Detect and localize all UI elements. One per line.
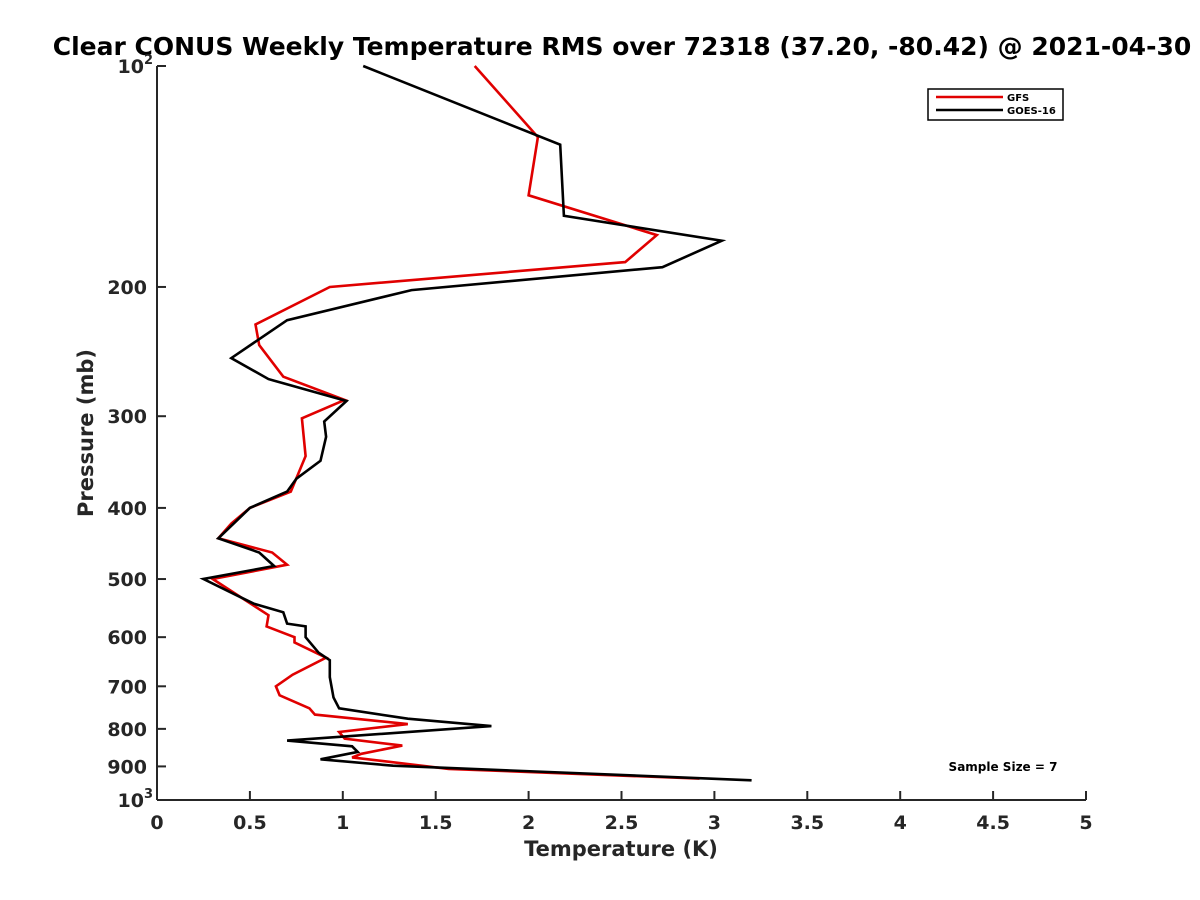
legend-label-goes-16: GOES-16 — [1007, 106, 1056, 117]
y-tick-label: 102 — [118, 53, 154, 78]
y-tick-label: 600 — [107, 627, 147, 649]
x-tick-label: 1 — [336, 812, 349, 834]
x-axis-label: Temperature (K) — [524, 837, 718, 861]
legend-label-gfs: GFS — [1007, 93, 1029, 104]
y-tick-label: 900 — [107, 756, 147, 778]
x-axis-ticks: 0 0.5 1 1.5 2 2.5 3 3.5 4 4.5 5 — [150, 791, 1093, 834]
y-tick-label: 300 — [107, 406, 147, 428]
x-tick-label: 4.5 — [976, 812, 1010, 834]
y-tick-label: 400 — [107, 498, 147, 520]
x-tick-label: 0 — [150, 812, 163, 834]
x-tick-label: 4 — [894, 812, 907, 834]
x-tick-label: 1.5 — [419, 812, 453, 834]
x-tick-label: 5 — [1079, 812, 1092, 834]
sample-size-annotation: Sample Size = 7 — [949, 760, 1058, 774]
y-tick-label: 200 — [107, 277, 147, 299]
y-tick-label: 500 — [107, 569, 147, 591]
x-tick-label: 0.5 — [233, 812, 267, 834]
y-tick-label: 700 — [107, 676, 147, 698]
x-tick-label: 3.5 — [790, 812, 824, 834]
x-tick-label: 3 — [708, 812, 721, 834]
legend-box — [927, 88, 1064, 121]
y-axis-label: Pressure (mb) — [74, 349, 98, 517]
chart-title: Clear CONUS Weekly Temperature RMS over … — [53, 32, 1192, 61]
y-tick-label: 800 — [107, 719, 147, 741]
x-tick-label: 2 — [522, 812, 535, 834]
legend: GFS GOES-16 — [927, 88, 1064, 121]
series-line-gfs — [209, 65, 700, 780]
plot-area: 0 0.5 1 1.5 2 2.5 3 3.5 4 4.5 5 102 200 300 400 500 600… — [107, 53, 1092, 834]
series-lines — [199, 64, 752, 782]
y-tick-label: 103 — [118, 787, 154, 812]
x-tick-label: 2.5 — [605, 812, 639, 834]
series-line-goes-16 — [199, 64, 752, 782]
y-axis-ticks: 102 200 300 400 500 600 700 800 900 103 — [107, 53, 166, 812]
